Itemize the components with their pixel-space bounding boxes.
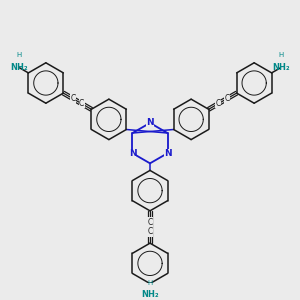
- Text: C: C: [147, 227, 153, 236]
- Text: C: C: [70, 94, 76, 103]
- Text: C: C: [216, 99, 221, 108]
- Text: N: N: [146, 118, 154, 127]
- Text: NH₂: NH₂: [141, 290, 159, 299]
- Text: C: C: [79, 99, 84, 108]
- Text: NH₂: NH₂: [272, 63, 290, 72]
- Text: C: C: [147, 218, 153, 227]
- Text: H: H: [279, 52, 284, 58]
- Text: H: H: [147, 280, 153, 286]
- Text: NH₂: NH₂: [10, 63, 28, 72]
- Text: N: N: [129, 149, 136, 158]
- Text: C: C: [224, 94, 230, 103]
- Text: N: N: [164, 149, 171, 158]
- Text: H: H: [16, 52, 21, 58]
